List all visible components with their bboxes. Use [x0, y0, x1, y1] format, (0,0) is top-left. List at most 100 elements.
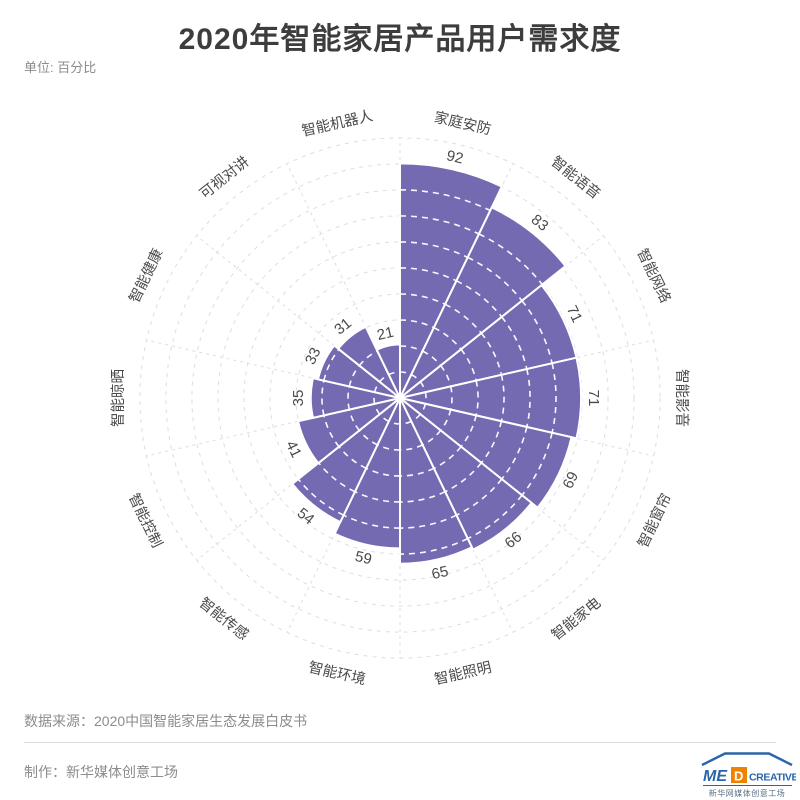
- category-label: 智能照明: [433, 659, 493, 689]
- inner-grid-arc: [365, 467, 401, 477]
- inner-grid-arc: [444, 303, 482, 334]
- inner-grid-arc: [399, 514, 457, 529]
- footer-divider: [24, 742, 776, 743]
- rose-sector-家庭安防: [399, 162, 503, 399]
- inner-grid-arc: [475, 380, 479, 416]
- inner-grid-arc: [521, 432, 553, 496]
- inner-grid-arc: [399, 420, 412, 425]
- category-label: 智能网络: [633, 246, 673, 306]
- rose-chart-svg: 92 83 71 71 69 66 65 59 54 41 35 33 31 21 家庭安防智能语音智能网络…: [110, 107, 690, 689]
- inner-grid-arc: [358, 429, 378, 446]
- category-label: 智能机器人: [300, 107, 374, 140]
- inner-grid-arc: [467, 494, 523, 540]
- inner-grid-arc: [449, 386, 453, 410]
- logo-roof-icon: [701, 752, 793, 767]
- inner-grid-arc: [456, 280, 503, 318]
- rose-sector-智能照明: [399, 397, 473, 565]
- inner-grid-arc: [399, 490, 446, 503]
- inner-grid-arc: [388, 371, 401, 376]
- inner-grid-arc: [500, 374, 505, 422]
- grid-circle: [165, 163, 635, 633]
- inner-grid-arc: [379, 373, 390, 383]
- category-label: 智能传感: [196, 594, 252, 643]
- inner-grid-arc: [354, 490, 401, 503]
- inner-grid-arc: [444, 462, 482, 493]
- inner-grid-arc: [399, 189, 491, 212]
- rose-sector-智能环境: [333, 397, 401, 550]
- inner-grid-arc: [419, 403, 427, 415]
- inner-grid-arc: [373, 381, 381, 393]
- inner-grid-arc: [297, 478, 344, 516]
- logo-d-text: D: [734, 769, 743, 784]
- page-title: 2020年智能家居产品用户需求度: [178, 23, 622, 56]
- inner-grid-arc: [399, 319, 435, 329]
- unit-label: 单位: 百分比: [24, 60, 97, 75]
- logo-me-text: ME: [703, 768, 728, 785]
- category-label: 智能影音: [673, 369, 690, 427]
- data-source-label: 数据来源：2020中国智能家居生态发展白皮书: [24, 713, 308, 729]
- category-label: 可视对讲: [196, 153, 252, 202]
- value-label: 21: [375, 324, 395, 344]
- value-label: 31: [331, 315, 355, 339]
- inner-grid-arc: [422, 429, 442, 446]
- logo-d-box: [731, 767, 747, 783]
- grid-circle: [191, 189, 609, 607]
- inner-grid-arc: [422, 350, 442, 367]
- category-label: 智能家电: [548, 594, 604, 643]
- rose-sector-可视对讲: [337, 325, 401, 399]
- inner-grid-arc: [388, 420, 401, 425]
- inner-grid-arc: [419, 381, 427, 393]
- inner-grid-arc: [410, 373, 421, 383]
- inner-grid-arc: [501, 426, 528, 480]
- inner-grid-arc: [347, 386, 351, 410]
- inner-grid-arc: [480, 332, 503, 375]
- value-label: 83: [528, 211, 552, 235]
- value-label: 35: [290, 390, 307, 407]
- logo-subtext: 新华网媒体创意工场: [709, 788, 786, 798]
- inner-grid-arc: [321, 380, 325, 416]
- value-label: 66: [502, 528, 526, 552]
- value-label: 71: [585, 390, 602, 407]
- inner-grid-arc: [358, 350, 378, 367]
- inner-grid-arc: [348, 365, 360, 387]
- inner-grid-arc: [377, 444, 401, 451]
- inner-grid-arc: [433, 326, 462, 350]
- category-label: 智能窗帘: [634, 490, 675, 550]
- value-label: 65: [430, 563, 450, 583]
- value-label: 69: [560, 469, 583, 491]
- inner-grid-arc: [323, 415, 340, 448]
- rose-sector-智能健康: [317, 344, 401, 399]
- value-label: 54: [294, 505, 318, 529]
- rose-sector-智能语音: [399, 206, 567, 399]
- mediacreate-logo: ME D CREATIVE 新华网媒体创意工场: [701, 752, 796, 798]
- rose-sector-智能传感: [291, 397, 401, 524]
- inner-grid-arc: [373, 403, 381, 415]
- value-label: 92: [445, 147, 465, 167]
- inner-grid-arc: [399, 293, 446, 306]
- category-label: 智能控制: [125, 491, 165, 551]
- inner-grid-arc: [433, 446, 462, 470]
- category-label: 家庭安防: [433, 109, 493, 139]
- inner-grid-arc: [467, 256, 523, 302]
- rose-sector-智能影音: [399, 356, 583, 440]
- value-label: 41: [282, 438, 305, 460]
- category-label: 智能环境: [307, 658, 368, 688]
- inner-grid-arc: [526, 368, 531, 428]
- inner-grid-arc: [399, 345, 423, 352]
- credit-label: 制作：新华媒体创意工场: [24, 764, 178, 780]
- inner-grid-arc: [399, 241, 469, 259]
- value-label: 33: [302, 345, 325, 367]
- value-label: 59: [353, 548, 373, 568]
- inner-grid-arc: [399, 267, 457, 282]
- inner-grid-arc: [501, 316, 528, 370]
- inner-grid-arc: [551, 363, 557, 433]
- category-label: 智能语音: [548, 153, 604, 202]
- inner-grid-arc: [521, 300, 553, 364]
- inner-grid-arc: [318, 462, 356, 493]
- inner-grid-arc: [343, 514, 401, 529]
- rose-sector-智能机器人: [375, 343, 401, 399]
- inner-grid-arc: [399, 467, 435, 477]
- inner-grid-arc: [410, 413, 421, 423]
- category-label: 智能晾晒: [110, 369, 127, 427]
